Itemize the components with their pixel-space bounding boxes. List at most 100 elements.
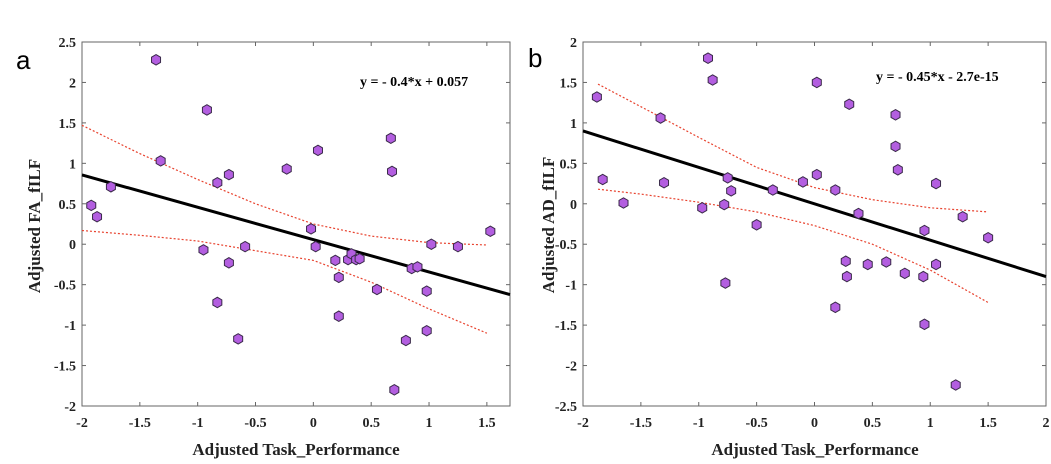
ci-lower-line [81, 229, 488, 334]
panel-a-confidence-bands [81, 124, 488, 334]
data-point [389, 384, 400, 396]
panel-a: a 2.5 2 1.5 1 0.5 0 -0.5 -1 -1.5 -2 -2 -1.5 -1 -0.5 0… [16, 36, 511, 459]
x-tick-label: 0 [310, 416, 317, 431]
data-point [797, 176, 808, 188]
panel-a-label: a [16, 45, 31, 75]
data-point [591, 91, 602, 103]
data-point [333, 271, 344, 284]
y-tick-label: -2 [565, 360, 577, 375]
data-point [306, 223, 317, 235]
data-point [892, 164, 903, 176]
y-tick-label: -1 [64, 319, 76, 334]
data-point [105, 181, 116, 193]
data-point [957, 210, 968, 223]
panel-b-points [591, 52, 994, 391]
data-point [811, 168, 822, 181]
y-tick-label: 0 [69, 238, 76, 253]
y-tick-label: 1.5 [59, 117, 77, 132]
panel-b-fit-line [582, 129, 1047, 279]
y-tick-label: -2.5 [555, 400, 577, 415]
x-tick-label: -0.5 [244, 416, 266, 431]
data-point [387, 165, 398, 178]
panel-a-x-axis-title: Adjusted Task_Performance [192, 440, 400, 459]
data-point [840, 255, 851, 267]
ci-upper-line [81, 124, 487, 246]
panel-a-fit-line [81, 173, 511, 297]
data-point [421, 285, 432, 297]
y-tick-label: -0.5 [54, 279, 76, 294]
data-point [655, 112, 666, 124]
data-point [151, 54, 162, 66]
data-point [720, 277, 731, 289]
data-point [86, 199, 97, 212]
data-point [899, 267, 910, 280]
panel-a-x-ticks: -2 -1.5 -1 -0.5 0 0.5 1 1.5 [76, 42, 496, 431]
data-point [862, 258, 873, 271]
data-point [918, 270, 929, 283]
data-point [485, 225, 496, 238]
panel-a-equation: y = - 0.4*x + 0.057 [360, 75, 468, 90]
data-point [697, 202, 708, 214]
data-point [597, 173, 608, 186]
y-tick-label: 1 [69, 157, 76, 172]
data-point [983, 231, 994, 244]
data-point [659, 176, 670, 189]
data-point [421, 324, 432, 337]
y-tick-label: 2 [570, 36, 577, 51]
y-tick-label: 2.5 [59, 36, 77, 51]
y-tick-label: 1.5 [560, 76, 578, 91]
x-tick-label: 0.5 [362, 416, 380, 431]
data-point [223, 168, 234, 181]
data-point [240, 240, 251, 253]
ci-upper-line [597, 83, 989, 213]
data-point [919, 224, 930, 237]
data-point [890, 140, 901, 153]
data-point [919, 318, 930, 331]
data-point [223, 257, 234, 269]
data-point [452, 240, 463, 253]
data-point [212, 296, 223, 309]
x-tick-label: 0.5 [864, 416, 882, 431]
data-point [92, 210, 103, 223]
data-point [155, 155, 166, 167]
data-point [330, 254, 341, 267]
data-point [844, 98, 855, 111]
data-point [400, 334, 411, 347]
data-point [333, 310, 344, 322]
data-point [233, 333, 244, 345]
data-point [719, 198, 730, 211]
panel-b-x-axis-title: Adjusted Task_Performance [711, 440, 919, 459]
y-tick-label: -2 [64, 400, 76, 415]
data-point [201, 104, 212, 116]
data-point [426, 238, 437, 250]
y-tick-label: 0 [570, 198, 577, 213]
data-point [890, 109, 901, 121]
y-tick-label: 1 [570, 117, 577, 132]
data-point [881, 256, 892, 268]
data-point [212, 176, 223, 189]
x-tick-label: -1.5 [630, 416, 652, 431]
data-point [830, 301, 841, 314]
data-point [811, 76, 822, 89]
y-tick-label: -1.5 [555, 319, 577, 334]
x-tick-label: -1.5 [129, 416, 151, 431]
y-tick-label: 0.5 [560, 157, 578, 172]
data-point [726, 185, 737, 197]
panel-b-axes-frame [582, 41, 1047, 407]
data-point [198, 244, 209, 256]
data-point [618, 197, 629, 209]
data-point [830, 184, 841, 196]
data-point [354, 253, 365, 265]
data-point [722, 172, 733, 184]
x-tick-label: -1 [192, 416, 204, 431]
panel-b-label: b [528, 43, 542, 73]
x-tick-label: 1.5 [478, 416, 496, 431]
x-tick-label: 0 [811, 416, 818, 431]
y-tick-label: 2 [69, 76, 76, 91]
x-tick-label: 1 [426, 416, 433, 431]
data-point [931, 177, 942, 190]
y-tick-label: -0.5 [555, 238, 577, 253]
panel-a-points [86, 54, 496, 396]
y-tick-label: -1 [565, 279, 577, 294]
